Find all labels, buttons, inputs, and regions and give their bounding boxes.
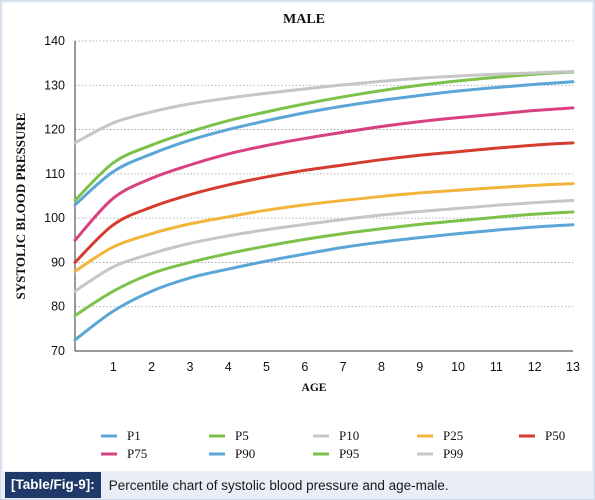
legend-label-p99: P99 (443, 446, 463, 461)
legend-label-p5: P5 (235, 428, 249, 443)
x-axis-label: AGE (302, 382, 327, 394)
legend-label-p95: P95 (339, 446, 359, 461)
chart-panel: MALE 70 80 90 100 110 120 130 140 1 2 3 4 5 6 7 8 9 10 11 12… (3, 3, 592, 471)
y-tick-label: 140 (44, 34, 65, 48)
legend-label-p10: P10 (339, 428, 359, 443)
caption-tag: [Table/Fig-9]: (5, 472, 101, 498)
x-tick-label: 11 (490, 360, 503, 374)
x-tick-label: 2 (148, 360, 155, 374)
series-line-p5 (73, 210, 575, 318)
series-line-p25 (73, 182, 575, 273)
legend-label-p75: P75 (127, 446, 147, 461)
legend-label-p90: P90 (235, 446, 255, 461)
caption-text: Percentile chart of systolic blood press… (108, 477, 449, 493)
series-line-p99 (73, 70, 575, 145)
x-tick-label: 13 (566, 360, 580, 374)
x-tick-label: 12 (528, 360, 542, 374)
legend-label-p1: P1 (127, 428, 141, 443)
legend-label-p25: P25 (443, 428, 463, 443)
x-tick-label: 10 (451, 360, 465, 374)
y-tick-label: 90 (51, 255, 65, 269)
y-axis-label: SYSTOLIC BLOOD PRESSURE (13, 113, 28, 300)
legend-label-p50: P50 (545, 428, 565, 443)
series-line-p1 (73, 223, 575, 342)
x-tick-label: 5 (263, 360, 270, 374)
chart-title: MALE (283, 12, 325, 27)
series-line-p75 (73, 106, 575, 242)
x-tick-label: 7 (340, 360, 347, 374)
x-tick-label: 8 (378, 360, 385, 374)
y-tick-label: 120 (44, 123, 65, 137)
series-line-p95 (73, 70, 575, 202)
series-line-p10 (73, 198, 575, 293)
series-line-p90 (73, 80, 575, 207)
y-tick-label: 100 (44, 211, 65, 225)
y-tick-label: 80 (51, 300, 65, 314)
figure-caption: [Table/Fig-9]: Percentile chart of systo… (1, 471, 594, 499)
x-tick-label: 4 (225, 360, 232, 374)
x-tick-label: 1 (110, 360, 117, 374)
x-tick-label: 3 (186, 360, 193, 374)
x-tick-label: 6 (301, 360, 308, 374)
y-tick-label: 70 (51, 344, 65, 358)
y-tick-label: 110 (45, 167, 65, 181)
y-tick-label: 130 (44, 78, 65, 92)
x-tick-label: 9 (416, 360, 423, 374)
series-line-p50 (73, 141, 575, 264)
